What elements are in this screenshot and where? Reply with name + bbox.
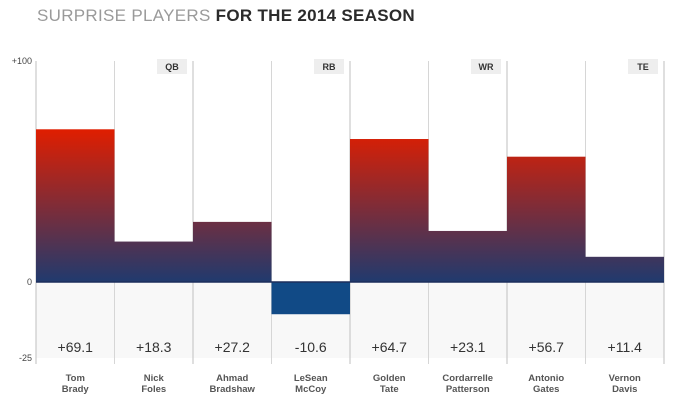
category-label: Golden [373, 373, 406, 384]
category-label: Foles [141, 384, 166, 395]
category-label: Antonio [528, 373, 564, 384]
bar [193, 221, 272, 282]
value-label: +64.7 [372, 339, 408, 355]
value-label: +23.1 [450, 339, 486, 355]
bar [36, 129, 115, 282]
category-label: LeSean [294, 373, 328, 384]
position-tag-background [628, 59, 658, 74]
position-tag-background [314, 59, 344, 74]
bar [114, 241, 193, 282]
position-tag: QB [165, 62, 179, 72]
category-label: Nick [144, 373, 165, 384]
position-tag: RB [323, 62, 336, 72]
category-label: Tate [380, 384, 399, 395]
category-label: Cordarrelle [442, 373, 493, 384]
value-label: +27.2 [215, 339, 251, 355]
bar [428, 230, 507, 282]
category-label: Bradshaw [210, 384, 256, 395]
y-tick-label: -25 [19, 353, 32, 363]
category-label: Ahmad [216, 373, 248, 384]
bar [350, 139, 429, 282]
chart-title-bold: FOR THE 2014 SEASON [215, 6, 416, 25]
category-label: Tom [66, 373, 85, 384]
chart-title-light: SURPRISE PLAYERS [37, 6, 211, 25]
value-label: +11.4 [608, 339, 643, 355]
value-label: +18.3 [136, 339, 172, 355]
value-label: +69.1 [58, 339, 94, 355]
position-tag-background [157, 59, 187, 74]
category-label: Vernon [609, 373, 641, 384]
y-tick-label: 0 [27, 277, 32, 287]
bar [585, 256, 664, 282]
bar [271, 282, 350, 315]
value-label: +56.7 [529, 339, 565, 355]
category-label: Gates [533, 384, 559, 395]
category-label: Davis [612, 384, 637, 395]
category-label: McCoy [295, 384, 327, 395]
chart-title: SURPRISE PLAYERS FOR THE 2014 SEASON [37, 6, 415, 26]
position-tag: TE [637, 62, 649, 72]
position-tag-background [471, 59, 501, 74]
bar [507, 156, 586, 282]
category-label: Brady [62, 384, 90, 395]
y-tick-label: +100 [12, 56, 32, 66]
value-label: -10.6 [295, 339, 327, 355]
category-label: Patterson [446, 384, 490, 395]
position-tag: WR [479, 62, 494, 72]
